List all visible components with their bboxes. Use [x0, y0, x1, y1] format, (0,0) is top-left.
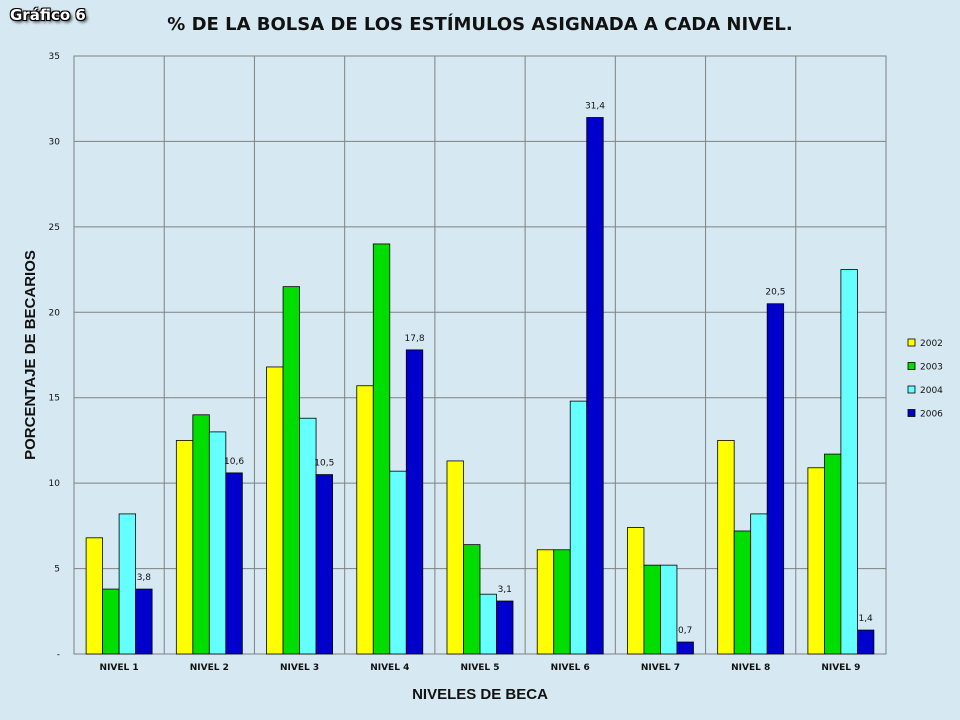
- x-tick-label: NIVEL 4: [370, 663, 409, 673]
- data-label: 31,4: [585, 102, 605, 112]
- legend-label: 2004: [920, 386, 943, 396]
- data-label: 3,8: [137, 573, 152, 583]
- data-label: 3,1: [498, 585, 512, 595]
- bar-2004-6: [569, 400, 588, 655]
- data-label: 20,5: [765, 288, 785, 298]
- data-label: 1,4: [858, 614, 873, 624]
- x-tick-label: NIVEL 9: [821, 663, 860, 673]
- data-label: 17,8: [405, 334, 425, 344]
- bar-2002-4: [356, 385, 374, 655]
- bar-2003-6: [553, 549, 571, 655]
- y-axis-ticks: - 5 10 15 20 25 30 35: [49, 52, 61, 660]
- bar-2006-4: [405, 349, 424, 655]
- bars: [85, 117, 875, 655]
- legend: 2002 2003 2004 2006: [907, 338, 943, 420]
- bar-2006-3: [315, 474, 333, 655]
- x-tick-label: NIVEL 5: [460, 663, 499, 673]
- bar-2004-1: [118, 513, 137, 655]
- legend-label: 2002: [920, 339, 943, 349]
- bar-2002-1: [85, 537, 104, 655]
- legend-swatch: [907, 409, 916, 417]
- data-label: 0,7: [678, 626, 692, 636]
- bar-2003-9: [823, 453, 842, 655]
- bar-2003-8: [733, 530, 752, 655]
- x-tick-label: NIVEL 2: [190, 663, 229, 673]
- bar-2006-9: [856, 629, 875, 655]
- bar-2003-2: [192, 414, 210, 655]
- y-tick-label: 20: [49, 308, 61, 318]
- bar-2003-1: [102, 588, 120, 655]
- bar-2006-2: [225, 472, 243, 655]
- bar-2002-5: [446, 460, 464, 655]
- x-axis-ticks: NIVEL 1 NIVEL 2 NIVEL 3 NIVEL 4 NIVEL 5 NIVEL…: [100, 663, 861, 673]
- y-tick-label: -: [57, 650, 60, 660]
- y-tick-label: 5: [54, 565, 60, 575]
- bar-2004-5: [479, 593, 497, 655]
- legend-label: 2006: [920, 410, 943, 420]
- y-tick-label: 10: [49, 479, 61, 489]
- chart-title: % DE LA BOLSA DE LOS ESTÍMULOS ASIGNADA …: [167, 14, 793, 35]
- x-tick-label: NIVEL 7: [641, 663, 680, 673]
- y-tick-label: 25: [49, 223, 60, 233]
- bar-2006-6: [586, 117, 604, 655]
- bar-2003-3: [282, 286, 300, 655]
- bar-2003-4: [372, 243, 391, 655]
- data-label: 10,5: [314, 459, 334, 469]
- bar-2002-3: [266, 366, 284, 655]
- bar-2002-6: [536, 549, 555, 655]
- bar-2004-4: [389, 470, 407, 655]
- legend-label: 2003: [920, 363, 943, 373]
- bar-2004-7: [660, 564, 678, 655]
- x-tick-label: NIVEL 3: [280, 663, 319, 673]
- y-tick-label: 15: [49, 394, 60, 404]
- legend-swatch: [907, 338, 916, 347]
- y-tick-label: 30: [49, 137, 61, 147]
- data-label: 10,6: [224, 457, 244, 467]
- bar-2002-7: [627, 527, 645, 655]
- bar-2006-8: [766, 303, 785, 655]
- bar-2004-8: [750, 513, 768, 655]
- bar-2003-5: [463, 544, 481, 655]
- y-axis-label: PORCENTAJE DE BECARIOS: [22, 250, 39, 460]
- x-tick-label: NIVEL 8: [731, 663, 770, 673]
- bar-2003-7: [643, 564, 661, 655]
- data-labels: 3,8 10,6 10,5 17,8 3,1 31,4 0,7 20,5 1,4: [137, 102, 873, 637]
- bar-2006-1: [135, 588, 153, 655]
- x-tick-label: NIVEL 6: [551, 663, 590, 673]
- y-tick-label: 35: [49, 52, 60, 62]
- bar-2002-8: [717, 440, 735, 655]
- bar-2004-3: [299, 417, 317, 655]
- bar-2006-7: [676, 641, 694, 655]
- x-axis-label: NIVELES DE BECA: [412, 686, 548, 703]
- bar-2002-2: [175, 440, 194, 655]
- chart-badge: Gráfico 6: [10, 6, 86, 24]
- x-tick-label: NIVEL 1: [100, 663, 139, 673]
- bar-2004-9: [840, 269, 858, 655]
- legend-swatch: [907, 385, 916, 394]
- bar-2006-5: [496, 600, 514, 655]
- legend-swatch: [907, 362, 916, 370]
- bar-2002-9: [807, 467, 825, 655]
